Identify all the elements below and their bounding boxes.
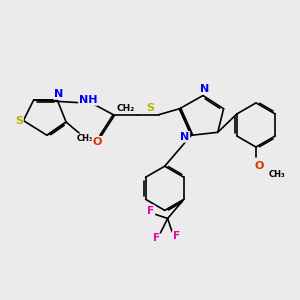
Text: N: N [54,89,63,99]
Text: F: F [147,206,155,215]
Text: CH₂: CH₂ [117,104,135,113]
Text: O: O [92,137,102,147]
Text: F: F [153,233,160,244]
Text: S: S [15,116,23,126]
Text: O: O [254,161,264,171]
Text: NH: NH [79,95,98,105]
Text: CH₃: CH₃ [76,134,93,143]
Text: F: F [172,231,180,241]
Text: S: S [146,103,154,113]
Text: N: N [200,84,210,94]
Text: CH₃: CH₃ [268,169,285,178]
Text: N: N [180,132,189,142]
